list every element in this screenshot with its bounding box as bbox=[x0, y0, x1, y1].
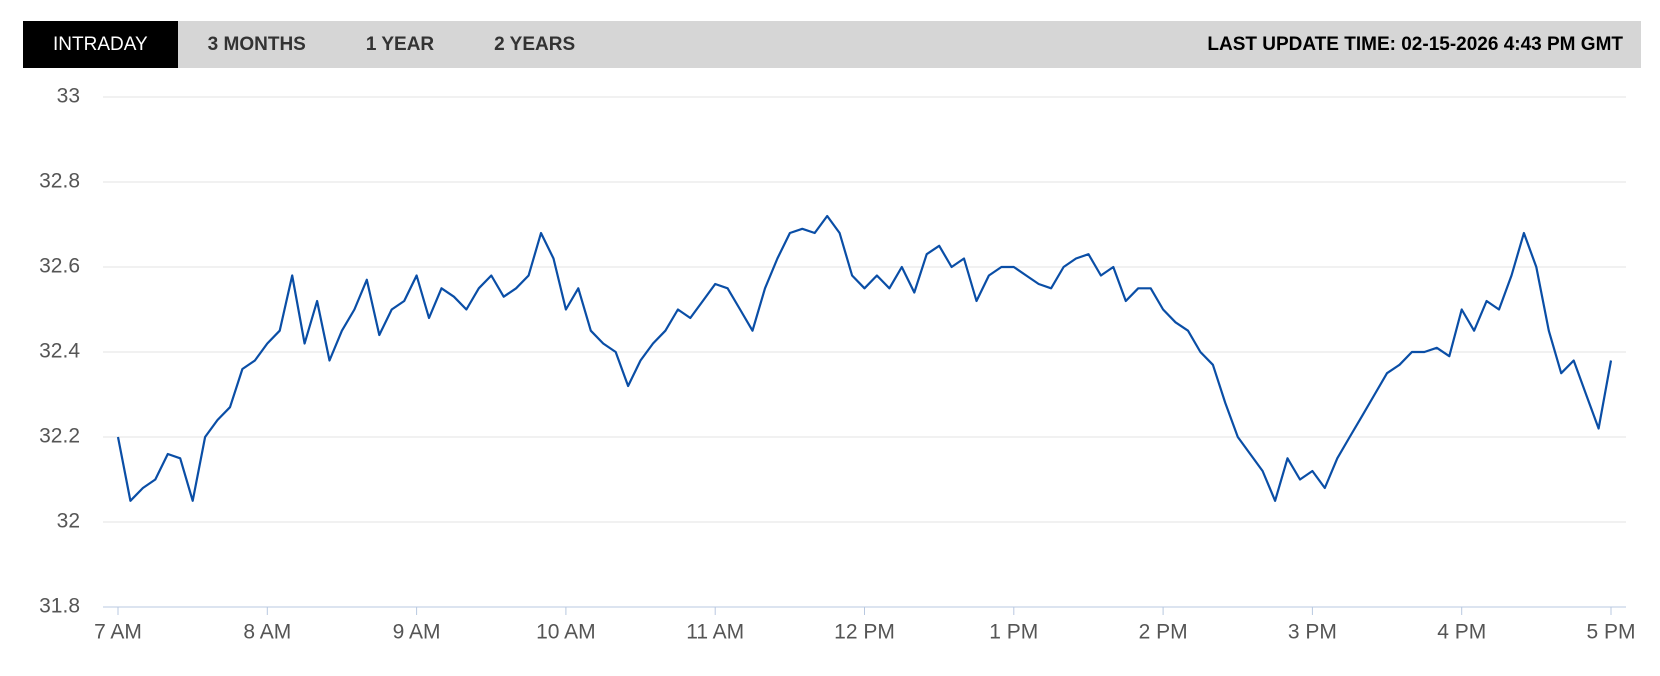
tab[interactable]: INTRADAY bbox=[23, 21, 178, 68]
tab[interactable]: 3 MONTHS bbox=[207, 34, 306, 55]
y-tick-label: 32 bbox=[57, 510, 80, 533]
last-update: LAST UPDATE TIME: 02-15-2026 4:43 PM GMT bbox=[1207, 33, 1623, 55]
x-tick-label: 7 AM bbox=[94, 621, 142, 644]
tab[interactable]: 2 YEARS bbox=[494, 34, 576, 55]
y-tick-label: 32.2 bbox=[39, 425, 80, 448]
x-tick-label: 1 PM bbox=[989, 621, 1038, 644]
x-tick-label: 11 AM bbox=[686, 621, 744, 644]
tab[interactable]: 1 YEAR bbox=[365, 34, 435, 55]
x-tick-label: 5 PM bbox=[1586, 621, 1635, 644]
x-tick-label: 2 PM bbox=[1139, 621, 1188, 644]
x-tick-label: 9 AM bbox=[393, 621, 441, 644]
x-tick-label: 8 AM bbox=[243, 621, 291, 644]
price-line bbox=[116, 214, 1613, 502]
tab-bar: INTRADAY 3 MONTHS 1 YEAR 2 YEARS LAST UP… bbox=[23, 21, 1641, 68]
y-tick-label: 32.8 bbox=[39, 170, 80, 193]
y-tick-label: 33 bbox=[57, 85, 80, 108]
y-tick-label: 32.6 bbox=[39, 255, 80, 278]
x-tick-label: 12 PM bbox=[834, 621, 895, 644]
x-tick-label: 3 PM bbox=[1288, 621, 1337, 644]
x-tick-label: 4 PM bbox=[1437, 621, 1486, 644]
y-tick-label: 32.4 bbox=[39, 340, 80, 363]
y-tick-label: 31.8 bbox=[39, 595, 80, 618]
x-tick-label: 10 AM bbox=[536, 621, 596, 644]
